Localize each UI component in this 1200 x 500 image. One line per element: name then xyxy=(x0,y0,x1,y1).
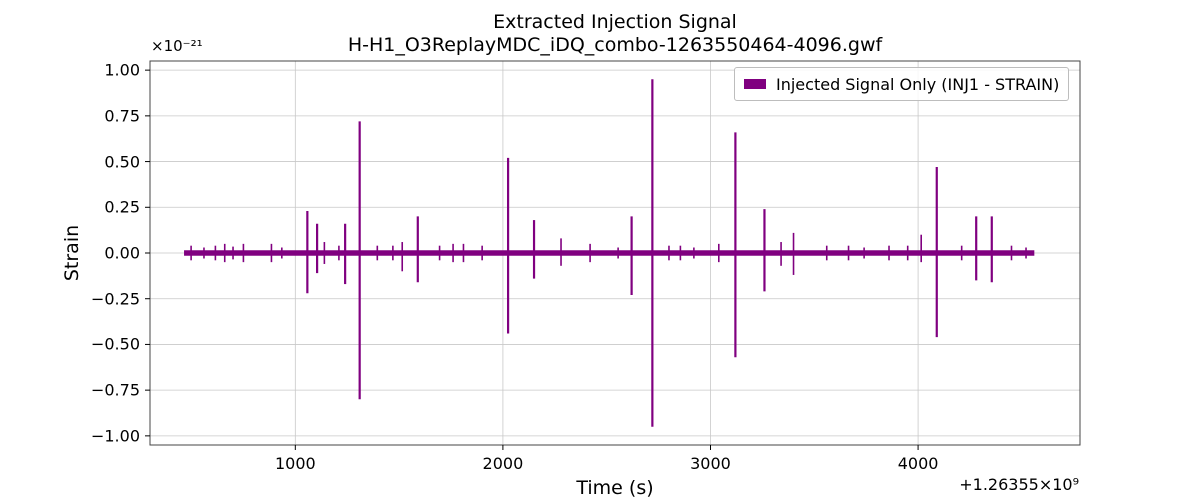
y-tick-label: −0.50 xyxy=(90,334,140,354)
legend-swatch xyxy=(744,79,766,89)
y-tick-label: −0.75 xyxy=(90,380,140,400)
y-tick-label: 0.25 xyxy=(104,197,140,217)
x-tick-label: 4000 xyxy=(897,454,939,473)
x-tick-label: 2000 xyxy=(482,454,524,473)
y-tick-label: 1.00 xyxy=(104,60,140,80)
legend: Injected Signal Only (INJ1 - STRAIN) xyxy=(734,67,1070,101)
y-axis-scale-label: ×10⁻²¹ xyxy=(151,37,203,55)
y-tick-label: −1.00 xyxy=(90,426,140,446)
x-tick-label: 1000 xyxy=(274,454,316,473)
signal-baseline-band xyxy=(184,250,1035,256)
x-tick-label: 3000 xyxy=(690,454,731,473)
y-tick-label: 0.00 xyxy=(104,243,140,263)
x-axis-offset-label: +1.26355×10⁹ xyxy=(959,475,1079,494)
y-tick-label: 0.75 xyxy=(104,106,140,126)
x-axis-label: Time (s) xyxy=(576,477,654,499)
plot-series xyxy=(184,79,1035,427)
axis-ticks xyxy=(145,69,919,450)
chart-title: Extracted Injection Signal xyxy=(493,11,737,33)
y-tick-label: −0.25 xyxy=(90,289,140,309)
legend-label: Injected Signal Only (INJ1 - STRAIN) xyxy=(776,74,1060,94)
y-axis-label: Strain xyxy=(61,224,83,282)
chart-subtitle: H-H1_O3ReplayMDC_iDQ_combo-1263550464-40… xyxy=(347,34,883,56)
y-tick-label: 0.50 xyxy=(104,152,140,172)
